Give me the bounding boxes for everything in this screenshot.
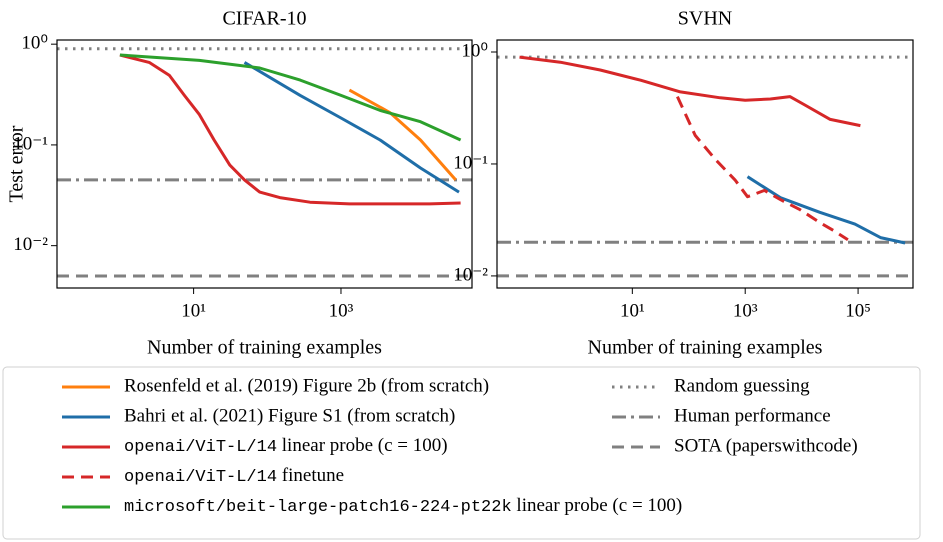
x-tick-label: 10⁵ (845, 300, 871, 321)
plot-frame (56, 39, 473, 289)
y-axis-label: Test error (6, 125, 28, 202)
legend-label-rest: finetune (277, 465, 344, 486)
chart-title: CIFAR-10 (222, 8, 306, 30)
x-tick-label: 10³ (733, 300, 758, 321)
x-tick-label: 10³ (329, 300, 354, 321)
legend-label: SOTA (paperswithcode) (674, 435, 858, 456)
legend-label: microsoft/beit-large-patch16-224-pt22k l… (124, 495, 682, 517)
legend-label: Random guessing (674, 375, 810, 396)
legend-label-rest: linear probe (c = 100) (277, 435, 448, 456)
legend-label-code: openai/ViT-L/14 (124, 438, 277, 457)
legend-label-code: openai/ViT-L/14 (124, 468, 277, 487)
y-tick-label: 10⁻² (453, 264, 488, 285)
legend-label: openai/ViT-L/14 finetune (124, 465, 344, 487)
legend-label-code: microsoft/beit-large-patch16-224-pt22k (124, 498, 512, 517)
legend-label-rest: linear probe (c = 100) (512, 495, 683, 516)
plot-frame (496, 39, 914, 289)
legend-label: openai/ViT-L/14 linear probe (c = 100) (124, 435, 448, 457)
y-tick-label: 10⁰ (21, 33, 48, 54)
series-line (676, 95, 849, 242)
y-tick-label: 10⁻¹ (453, 152, 488, 173)
x-tick-label: 10¹ (620, 300, 645, 321)
series-line (119, 53, 462, 142)
series-line (348, 88, 457, 181)
legend-label: Human performance (674, 405, 831, 426)
x-tick-label: 10¹ (181, 300, 206, 321)
x-axis-label: Number of training examples (147, 337, 382, 359)
chart-title: SVHN (678, 8, 732, 30)
legend-label: Rosenfeld et al. (2019) Figure 2b (from … (124, 375, 489, 396)
y-tick-label: 10⁻¹ (13, 133, 48, 154)
series-line (243, 61, 460, 194)
series-line (519, 55, 861, 128)
x-axis-label: Number of training examples (588, 337, 823, 359)
series-line (119, 53, 461, 206)
y-tick-label: 10⁰ (461, 40, 488, 61)
legend-box (2, 366, 921, 540)
legend-label: Bahri et al. (2021) Figure S1 (from scra… (124, 405, 455, 426)
y-tick-label: 10⁻² (13, 234, 48, 255)
series-line (746, 175, 906, 245)
